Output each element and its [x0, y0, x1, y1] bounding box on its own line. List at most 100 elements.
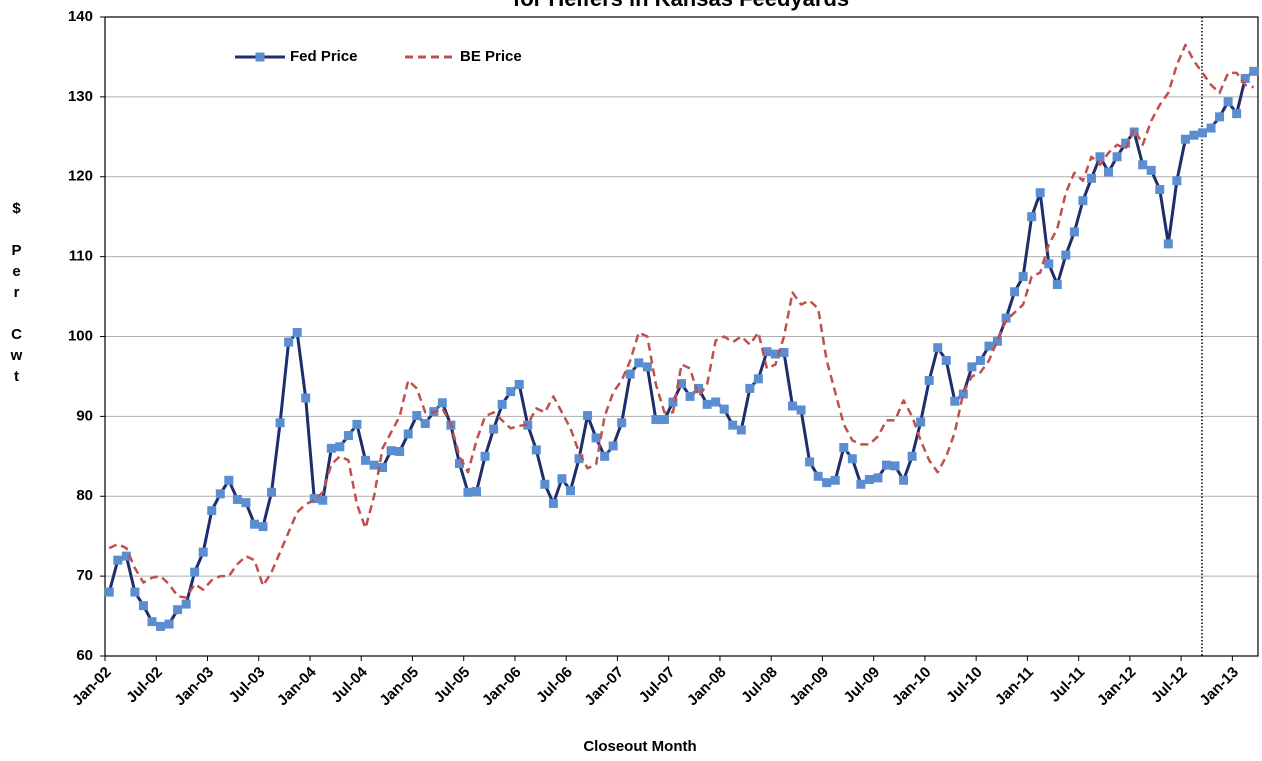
marker [113, 555, 123, 565]
marker [1138, 160, 1148, 170]
marker [736, 425, 746, 435]
marker [881, 460, 891, 470]
marker [121, 551, 131, 561]
marker [335, 442, 345, 452]
marker [873, 473, 883, 483]
marker [241, 498, 251, 508]
marker [326, 443, 336, 453]
marker [531, 445, 541, 455]
marker [958, 389, 968, 399]
y-tick-label: 100 [68, 327, 93, 344]
x-tick-label: Jan-09 [786, 664, 832, 710]
legend-label: BE Price [460, 48, 522, 65]
marker [360, 455, 370, 465]
marker [395, 447, 405, 457]
marker [642, 362, 652, 372]
marker [497, 399, 507, 409]
marker [164, 619, 174, 629]
marker [617, 418, 627, 428]
y-tick-label: 110 [69, 248, 93, 265]
marker [659, 415, 669, 425]
marker [454, 459, 464, 469]
marker [138, 601, 148, 611]
marker [924, 375, 934, 385]
marker [1095, 152, 1105, 162]
x-axis-label: Closeout Month [583, 738, 696, 755]
marker [378, 462, 388, 472]
marker [762, 347, 772, 357]
marker [1121, 138, 1131, 148]
marker [301, 393, 311, 403]
x-tick-label: Jan-13 [1196, 664, 1242, 710]
marker [685, 391, 695, 401]
marker [1069, 227, 1079, 237]
x-tick-label: Jan-04 [274, 663, 320, 709]
x-tick-label: Jul-04 [328, 663, 371, 706]
y-tick-label: 120 [68, 168, 93, 185]
x-tick-label: Jan-02 [69, 664, 115, 710]
x-tick-label: Jul-07 [636, 664, 679, 707]
x-tick-label: Jan-08 [684, 664, 730, 710]
plot-frame [104, 16, 1259, 657]
marker [540, 479, 550, 489]
x-tick-label: Jan-06 [479, 664, 525, 710]
x-tick-label: Jul-05 [431, 664, 474, 707]
legend-label: Fed Price [290, 48, 358, 65]
marker [190, 567, 200, 577]
marker [156, 621, 166, 631]
marker [343, 431, 353, 441]
marker [1104, 167, 1114, 177]
marker [1129, 127, 1139, 137]
marker [480, 451, 490, 461]
marker [181, 599, 191, 609]
x-tick-label: Jan-07 [581, 664, 627, 710]
marker [506, 387, 516, 397]
marker [224, 475, 234, 485]
marker [1163, 239, 1173, 249]
x-tick-label: Jul-09 [841, 664, 884, 707]
marker [548, 498, 558, 508]
x-tick-label: Jan-11 [992, 664, 1037, 709]
marker [1112, 152, 1122, 162]
x-tick-label: Jan-03 [171, 664, 217, 710]
marker [1232, 109, 1242, 119]
marker [668, 397, 678, 407]
marker [651, 415, 661, 425]
marker [514, 379, 524, 389]
marker [1206, 123, 1216, 133]
marker [1180, 134, 1190, 144]
marker [1027, 212, 1037, 222]
y-tick-label: 140 [68, 8, 93, 25]
marker [779, 347, 789, 357]
marker [745, 383, 755, 393]
marker [267, 487, 277, 497]
marker [916, 417, 926, 427]
marker [788, 401, 798, 411]
marker [369, 460, 379, 470]
marker [1240, 74, 1250, 84]
y-tick-label: 90 [76, 407, 93, 424]
marker [770, 349, 780, 359]
marker [907, 451, 917, 461]
x-tick-label: Jul-12 [1148, 664, 1191, 707]
marker [1061, 250, 1071, 260]
marker [1086, 173, 1096, 183]
y-tick-label: 80 [76, 487, 93, 504]
y-tick-label: 130 [68, 88, 93, 105]
marker [830, 475, 840, 485]
marker [975, 355, 985, 365]
marker [284, 337, 294, 347]
marker [292, 328, 302, 338]
legend-marker [255, 52, 265, 62]
marker [386, 446, 396, 456]
marker [557, 474, 567, 484]
marker [890, 461, 900, 471]
marker [1018, 272, 1028, 282]
marker [565, 486, 575, 496]
marker [147, 617, 157, 627]
marker [232, 494, 242, 504]
marker [634, 358, 644, 368]
marker [1052, 280, 1062, 290]
marker [403, 429, 413, 439]
